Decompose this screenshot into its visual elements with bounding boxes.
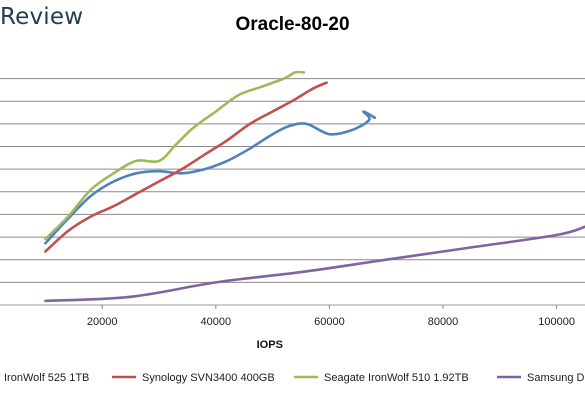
x-tick-label: 80000 — [428, 316, 459, 328]
x-tick-label: 60000 — [314, 316, 345, 328]
x-axis-label: IOPS — [257, 339, 283, 351]
legend-label: Samsung D — [527, 372, 585, 384]
series-line-samsung — [44, 225, 585, 303]
brand-logo-text: Review — [0, 4, 84, 30]
chart-title: Oracle-80-20 — [235, 14, 350, 35]
x-tick-label: 100000 — [538, 316, 575, 328]
legend: IronWolf 525 1TB Synology SVN3400 400GB Se… — [4, 372, 585, 384]
x-axis: 20000 40000 60000 80000 100000 — [87, 305, 575, 328]
legend-label: IronWolf 525 1TB — [4, 372, 89, 384]
x-tick-label: 20000 — [87, 316, 118, 328]
series-line-ironwolf-525 — [44, 110, 377, 245]
series-line-ironwolf-510 — [44, 70, 306, 241]
series-group — [44, 70, 585, 303]
series-line-synology-svn3400 — [44, 81, 328, 253]
legend-label: Synology SVN3400 400GB — [142, 372, 275, 384]
x-tick-label: 40000 — [201, 316, 232, 328]
legend-label: Seagate IronWolf 510 1.92TB — [324, 372, 469, 384]
